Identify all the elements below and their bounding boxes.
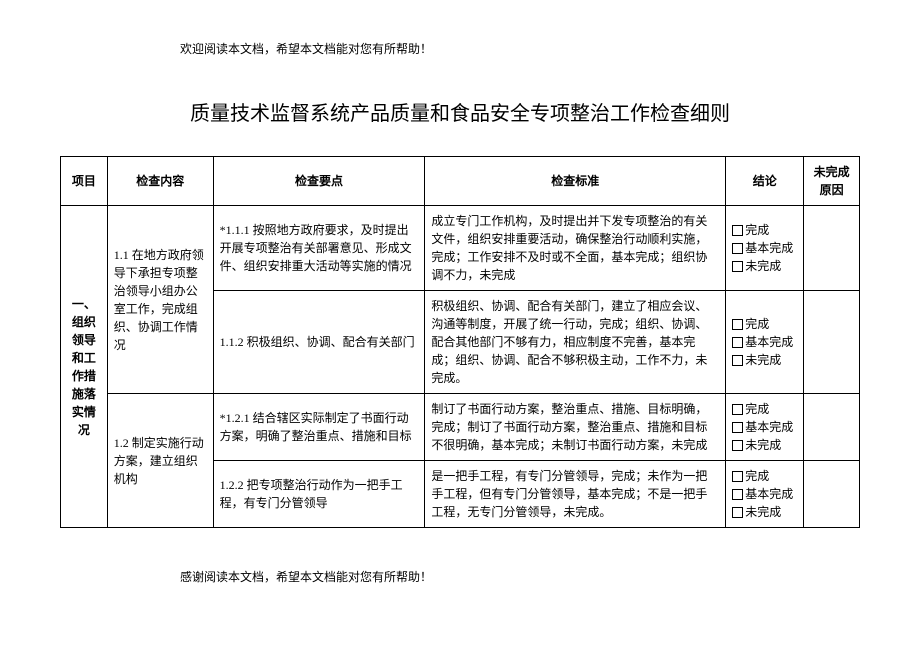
cell-project: 一、组织领导和工作措施落实情况 xyxy=(61,206,108,528)
cell-content: 1.1 在地方政府领导下承担专项整治领导小组办公室工作，完成组织、协调工作情况 xyxy=(107,206,213,394)
cell-content: 1.2 制定实施行动方案，建立组织机构 xyxy=(107,394,213,528)
opt-not: 未完成 xyxy=(745,353,781,367)
opt-basic: 基本完成 xyxy=(745,241,793,255)
checkbox-icon xyxy=(732,337,743,348)
checkbox-icon xyxy=(732,404,743,415)
header-note: 欢迎阅读本文档，希望本文档能对您有所帮助！ xyxy=(180,40,860,57)
table-row: 一、组织领导和工作措施落实情况 1.1 在地方政府领导下承担专项整治领导小组办公… xyxy=(61,206,860,291)
checkbox-icon xyxy=(732,507,743,518)
opt-basic: 基本完成 xyxy=(745,335,793,349)
col-project: 项目 xyxy=(61,157,108,206)
col-conclusion: 结论 xyxy=(726,157,804,206)
opt-done: 完成 xyxy=(745,402,769,416)
checkbox-icon xyxy=(732,422,743,433)
page-title: 质量技术监督系统产品质量和食品安全专项整治工作检查细则 xyxy=(60,97,860,126)
checkbox-icon xyxy=(732,440,743,451)
cell-conclusion: 完成 基本完成 未完成 xyxy=(726,461,804,528)
cell-reason xyxy=(804,461,860,528)
cell-key: 1.1.2 积极组织、协调、配合有关部门 xyxy=(213,291,425,394)
checkbox-icon xyxy=(732,471,743,482)
checkbox-icon xyxy=(732,355,743,366)
inspection-table: 项目 检查内容 检查要点 检查标准 结论 未完成原因 一、组织领导和工作措施落实… xyxy=(60,156,860,528)
checkbox-icon xyxy=(732,225,743,236)
col-key: 检查要点 xyxy=(213,157,425,206)
checkbox-icon xyxy=(732,319,743,330)
cell-conclusion: 完成 基本完成 未完成 xyxy=(726,206,804,291)
cell-key: *1.2.1 结合辖区实际制定了书面行动方案，明确了整治重点、措施和目标 xyxy=(213,394,425,461)
opt-done: 完成 xyxy=(745,223,769,237)
opt-not: 未完成 xyxy=(745,438,781,452)
col-reason: 未完成原因 xyxy=(804,157,860,206)
opt-not: 未完成 xyxy=(745,259,781,273)
cell-conclusion: 完成 基本完成 未完成 xyxy=(726,394,804,461)
cell-key: *1.1.1 按照地方政府要求，及时提出开展专项整治有关部署意见、形成文件、组织… xyxy=(213,206,425,291)
checkbox-icon xyxy=(732,489,743,500)
opt-basic: 基本完成 xyxy=(745,420,793,434)
opt-done: 完成 xyxy=(745,469,769,483)
table-row: 1.2 制定实施行动方案，建立组织机构 *1.2.1 结合辖区实际制定了书面行动… xyxy=(61,394,860,461)
checkbox-icon xyxy=(732,261,743,272)
opt-basic: 基本完成 xyxy=(745,487,793,501)
checkbox-icon xyxy=(732,243,743,254)
table-header-row: 项目 检查内容 检查要点 检查标准 结论 未完成原因 xyxy=(61,157,860,206)
footer-note: 感谢阅读本文档，希望本文档能对您有所帮助！ xyxy=(180,568,860,585)
opt-not: 未完成 xyxy=(745,505,781,519)
cell-standard: 制订了书面行动方案，整治重点、措施、目标明确，完成；制订了书面行动方案，整治重点… xyxy=(425,394,726,461)
cell-standard: 成立专门工作机构，及时提出并下发专项整治的有关文件，组织安排重要活动，确保整治行… xyxy=(425,206,726,291)
cell-reason xyxy=(804,291,860,394)
cell-conclusion: 完成 基本完成 未完成 xyxy=(726,291,804,394)
cell-reason xyxy=(804,394,860,461)
opt-done: 完成 xyxy=(745,317,769,331)
cell-standard: 积极组织、协调、配合有关部门，建立了相应会议、沟通等制度，开展了统一行动，完成；… xyxy=(425,291,726,394)
cell-standard: 是一把手工程，有专门分管领导，完成；未作为一把手工程，但有专门分管领导，基本完成… xyxy=(425,461,726,528)
col-content: 检查内容 xyxy=(107,157,213,206)
col-standard: 检查标准 xyxy=(425,157,726,206)
cell-reason xyxy=(804,206,860,291)
cell-key: 1.2.2 把专项整治行动作为一把手工程，有专门分管领导 xyxy=(213,461,425,528)
